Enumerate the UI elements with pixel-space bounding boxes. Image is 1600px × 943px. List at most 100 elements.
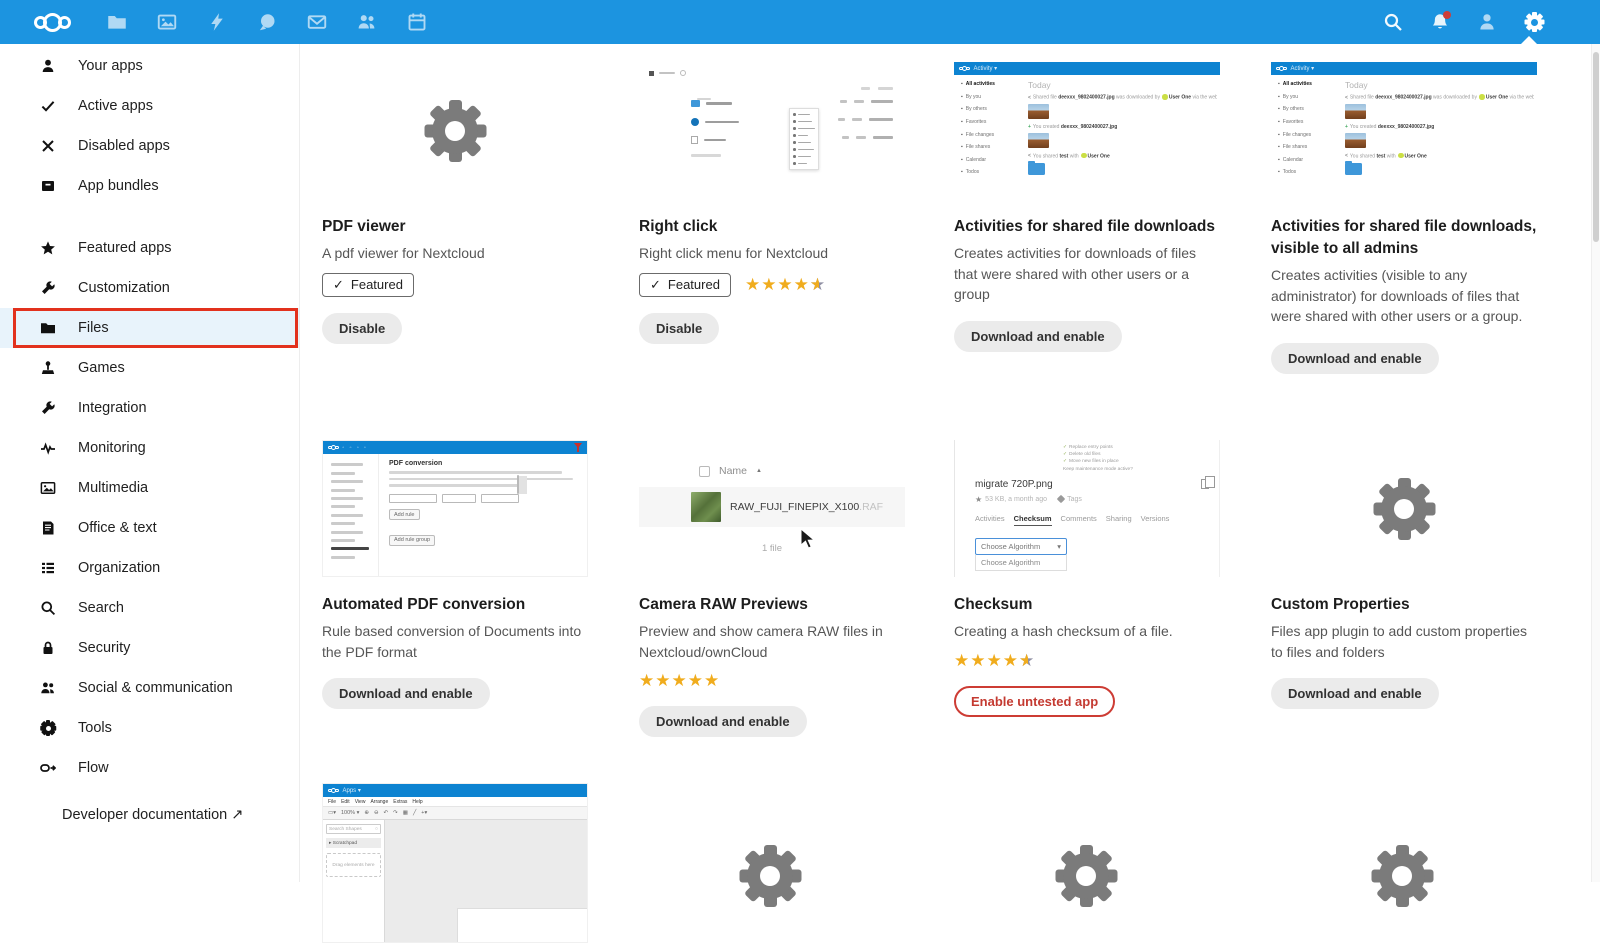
disable-button[interactable]: Disable: [322, 313, 402, 344]
nextcloud-mini-logo: [959, 66, 970, 72]
download-and-enable-button[interactable]: Download and enable: [1271, 343, 1439, 374]
magnifier-icon: [40, 600, 56, 616]
sidebar-item-security[interactable]: Security: [0, 628, 299, 668]
sort-ascending-icon: ▲: [756, 468, 762, 474]
activity-entry: +You created deexxx_9802400027.jpg: [1345, 124, 1534, 131]
download-and-enable-button[interactable]: Download and enable: [1271, 678, 1439, 709]
raw-file-thumbnail: [691, 492, 721, 522]
wrench-icon: [40, 400, 56, 416]
sidebar-item-label: Your apps: [78, 58, 143, 74]
app-title: Right click: [639, 216, 905, 238]
nextcloud-mini-logo: [328, 445, 339, 451]
app-title: Checksum: [954, 594, 1220, 616]
app-screenshot: [639, 62, 905, 200]
sidebar-item-label: Search: [78, 600, 124, 616]
half-star-icon: ★★: [1019, 651, 1035, 670]
files-app-icon[interactable]: [107, 12, 127, 32]
user-avatar: [1162, 94, 1168, 100]
app-card-custom-properties: Custom Properties Files app plugin to ad…: [1271, 440, 1537, 709]
download-and-enable-button[interactable]: Download and enable: [639, 706, 807, 737]
nextcloud-logo[interactable]: [34, 13, 71, 32]
photos-app-icon[interactable]: [157, 12, 177, 32]
pulse-icon: [40, 440, 56, 456]
app-categories-sidebar: Your apps Active apps Disabled apps App …: [0, 44, 300, 882]
app-card-right-click: Right click Right click menu for Nextclo…: [639, 62, 905, 344]
sidebar-item-integration[interactable]: Integration: [0, 388, 299, 428]
disable-button[interactable]: Disable: [639, 313, 719, 344]
sidebar-item-disabled-apps[interactable]: Disabled apps: [0, 126, 299, 166]
app-screenshot: ▫ ▫ ▫ ▫ PDF conversion Add rule Add rule…: [322, 440, 588, 578]
app-description: Creates activities (visible to any admin…: [1271, 265, 1537, 327]
file-thumbnail: [1345, 104, 1366, 119]
sidebar-item-office-text[interactable]: Office & text: [0, 508, 299, 548]
sidebar-item-customization[interactable]: Customization: [0, 268, 299, 308]
sidebar-item-label: Active apps: [78, 98, 153, 114]
list-icon: [40, 560, 56, 576]
star-rating: ★★★★★: [639, 671, 905, 690]
nextcloud-mini-logo: [1276, 66, 1287, 72]
search-icon[interactable]: [1383, 12, 1403, 32]
app-title: Automated PDF conversion: [322, 594, 588, 616]
gear-placeholder-icon: [424, 100, 486, 162]
activity-nav: All activitiesBy you By othersFavorites …: [954, 75, 1016, 188]
flow-icon: [40, 760, 56, 776]
scrollbar-thumb[interactable]: [1593, 52, 1599, 242]
app-description: Creates activities for downloads of file…: [954, 243, 1220, 305]
app-description: Preview and show camera RAW files in Nex…: [639, 621, 905, 662]
activity-entry: <You shared test with User One: [1028, 153, 1217, 161]
user-icon: [40, 58, 56, 74]
enable-untested-app-button[interactable]: Enable untested app: [954, 686, 1115, 717]
dropdown-open-option: Choose Algorithm: [975, 555, 1067, 571]
search-icon: ○: [375, 827, 378, 832]
mini-add-rule-button: Add rule: [389, 509, 420, 520]
mail-app-icon[interactable]: [307, 12, 327, 32]
sidebar-item-label: Integration: [78, 400, 147, 416]
gear-icon: [40, 720, 56, 736]
file-thumbnail: [1028, 133, 1049, 148]
context-menu: [789, 108, 819, 170]
sidebar-item-tools[interactable]: Tools: [0, 708, 299, 748]
sidebar-item-multimedia[interactable]: Multimedia: [0, 468, 299, 508]
gear-placeholder-icon: [1373, 478, 1435, 540]
contacts-app-icon[interactable]: [357, 12, 377, 32]
app-placeholder-image: [322, 62, 588, 200]
calendar-app-icon[interactable]: [407, 12, 427, 32]
sidebar-item-monitoring[interactable]: Monitoring: [0, 428, 299, 468]
app-screenshot: Activity ▾ All activitiesBy you By other…: [954, 62, 1220, 200]
sidebar-item-files[interactable]: Files: [0, 308, 299, 348]
archive-box-icon: [40, 178, 56, 194]
sidebar-item-flow[interactable]: Flow: [0, 748, 299, 788]
talk-app-icon[interactable]: [257, 12, 277, 32]
vertical-scrollbar[interactable]: [1591, 44, 1600, 882]
developer-documentation-link[interactable]: Developer documentation ↗: [0, 795, 299, 835]
contacts-menu-icon[interactable]: [1477, 12, 1497, 32]
sidebar-item-featured-apps[interactable]: Featured apps: [0, 228, 299, 268]
download-and-enable-button[interactable]: Download and enable: [322, 678, 490, 709]
sidebar-item-label: Security: [78, 640, 130, 656]
drawio-toolbar: ▭▾100% ▾⊕⊖↶↷▦╱+▾: [323, 807, 587, 820]
developer-documentation-label: Developer documentation ↗: [62, 807, 243, 823]
sidebar-item-app-bundles[interactable]: App bundles: [0, 166, 299, 206]
sidebar-item-social-communication[interactable]: Social & communication: [0, 668, 299, 708]
sidebar-item-organization[interactable]: Organization: [0, 548, 299, 588]
user-avatar: [1479, 94, 1485, 100]
half-star-icon: ★★: [810, 275, 826, 294]
sidebar-item-active-apps[interactable]: Active apps: [0, 86, 299, 126]
app-description: Rule based conversion of Documents into …: [322, 621, 588, 662]
gear-placeholder-icon: [1371, 845, 1433, 907]
download-and-enable-button[interactable]: Download and enable: [954, 321, 1122, 352]
sidebar-item-search[interactable]: Search: [0, 588, 299, 628]
notifications-bell-icon[interactable]: [1430, 12, 1450, 32]
settings-gear-icon[interactable]: [1524, 12, 1544, 32]
app-placeholder-image: [1271, 440, 1537, 578]
sidebar-item-your-apps[interactable]: Your apps: [0, 46, 299, 86]
mini-heading: PDF conversion: [389, 460, 581, 467]
file-name: RAW_FUJI_FINEPIX_X100: [730, 501, 859, 513]
user-avatar: [1398, 153, 1404, 159]
sidebar-item-games[interactable]: Games: [0, 348, 299, 388]
lock-icon: [40, 640, 56, 656]
mini-add-rule-group-button: Add rule group: [389, 535, 435, 546]
activity-app-icon[interactable]: [207, 12, 227, 32]
